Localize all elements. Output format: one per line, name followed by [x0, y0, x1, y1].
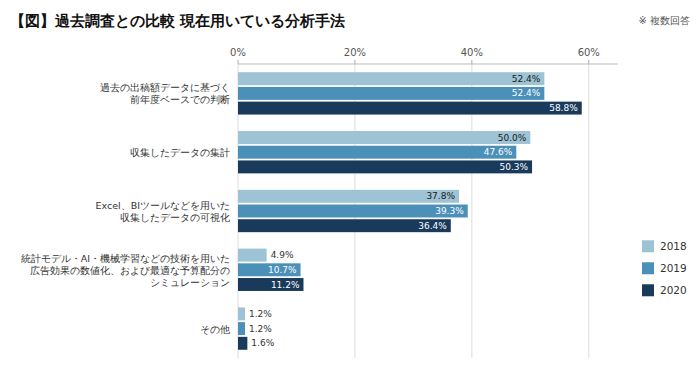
data-label: 1.2%	[249, 324, 272, 334]
category-label-line: 前年度ベースでの判断	[130, 94, 230, 105]
bar	[238, 160, 532, 173]
grid	[238, 64, 589, 358]
data-label: 11.2%	[271, 280, 300, 290]
data-label: 52.4%	[512, 88, 541, 98]
data-label: 39.3%	[435, 206, 464, 216]
tick-label: 40%	[461, 47, 483, 58]
data-label: 37.8%	[426, 191, 455, 201]
bar	[238, 307, 245, 320]
category-label-line: シミュレーション	[150, 276, 230, 287]
legend-swatch	[642, 262, 654, 274]
bar	[238, 72, 544, 85]
bar	[238, 146, 516, 159]
bar	[238, 337, 247, 350]
tick-label: 20%	[344, 47, 366, 58]
annotation: ※ 複数回答	[638, 15, 690, 26]
legend-swatch	[642, 284, 654, 296]
tick-label: 60%	[578, 47, 600, 58]
data-label: 50.0%	[498, 133, 527, 143]
bar	[238, 278, 303, 291]
data-label: 52.4%	[512, 74, 541, 84]
data-label: 10.7%	[268, 265, 297, 275]
data-label: 1.6%	[251, 338, 274, 348]
category-label: 収集したデータの集計	[130, 147, 230, 158]
chart-container: 【図】過去調査との比較 現在用いている分析手法 ※ 複数回答 0% 20% 40% 60%…	[0, 0, 700, 366]
tick-mark	[471, 60, 472, 64]
bar	[238, 205, 468, 218]
title: 【図】過去調査との比較 現在用いている分析手法	[10, 12, 345, 30]
category-label-line: 収集したデータの可視化	[120, 212, 230, 223]
bar	[238, 219, 451, 232]
tick-mark	[588, 60, 589, 64]
grid-line	[588, 64, 589, 358]
tick-label: 0%	[230, 47, 246, 58]
data-labels: 1.2% 4.9% 37.8% 50.0% 52.4% 1.2% 10.7% 39.3% 47.…	[249, 74, 578, 349]
category-label: 過去の出稿額データに基づく前年度ベースでの判断	[100, 82, 230, 105]
category-label-line: その他	[200, 323, 230, 334]
legend: 2018 2019 2020	[642, 240, 687, 296]
data-label: 50.3%	[499, 162, 528, 172]
legend-label: 2019	[660, 262, 687, 274]
category-label-line: 過去の出稿額データに基づく	[100, 82, 230, 93]
category-label-line: Excel、BIツールなどを用いた	[96, 200, 230, 211]
bar	[238, 87, 544, 100]
x-axis-line	[238, 64, 618, 65]
data-label: 4.9%	[271, 250, 294, 260]
tick-mark	[238, 60, 239, 64]
data-label: 58.8%	[549, 103, 578, 113]
bar	[238, 263, 301, 276]
category-label-line: 統計モデル・AI・機械学習などの技術を用いた	[21, 252, 230, 263]
legend-label: 2018	[660, 240, 687, 252]
category-label-line: 広告効果の数値化、および最適な予算配分の	[30, 264, 230, 275]
data-label: 47.6%	[484, 147, 513, 157]
category-label-line: 収集したデータの集計	[130, 147, 230, 158]
data-label: 36.4%	[418, 221, 447, 231]
chart-svg: 【図】過去調査との比較 現在用いている分析手法 ※ 複数回答 0% 20% 40% 60%…	[0, 0, 700, 366]
bar	[238, 190, 459, 203]
bar	[238, 102, 582, 115]
bar	[238, 322, 245, 335]
category-label: その他	[200, 323, 230, 334]
bar	[238, 249, 267, 262]
legend-label: 2020	[660, 284, 687, 296]
tick-mark	[354, 60, 355, 64]
category-label: Excel、BIツールなどを用いた収集したデータの可視化	[96, 200, 230, 223]
category-label: 統計モデル・AI・機械学習などの技術を用いた広告効果の数値化、および最適な予算配…	[21, 252, 230, 287]
legend-swatch	[642, 240, 654, 252]
data-label: 1.2%	[249, 309, 272, 319]
bars	[238, 72, 582, 350]
bar	[238, 131, 530, 144]
